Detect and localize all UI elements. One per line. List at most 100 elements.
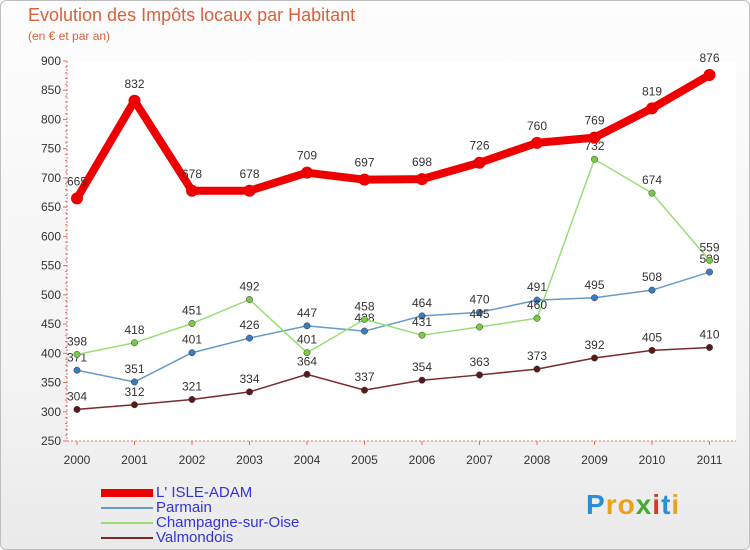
data-label: 354 — [412, 360, 432, 374]
data-point — [243, 184, 256, 197]
data-label: 401 — [182, 333, 202, 347]
logo-letter: i — [671, 489, 681, 520]
data-point — [416, 173, 428, 186]
data-label: 392 — [584, 338, 604, 352]
series-line — [76, 158, 711, 356]
y-tick-label: 600 — [41, 229, 61, 243]
data-point — [71, 192, 83, 205]
chart-title: Evolution des Impôts locaux par Habitant — [28, 5, 356, 25]
series-line — [73, 71, 714, 203]
data-label: 492 — [239, 280, 259, 294]
legend-label: L' ISLE-ADAM — [156, 484, 253, 501]
data-label: 337 — [354, 370, 374, 384]
x-tick-label: 2005 — [351, 453, 378, 467]
data-point — [73, 405, 81, 413]
y-tick-label: 650 — [41, 200, 61, 214]
data-point — [361, 386, 368, 394]
series-champagne-sur-oise: 398 418 451 492 401 458 431 445 460 732 674 559 — [67, 139, 720, 358]
legend-swatch — [101, 522, 153, 524]
x-tick-label: 2006 — [409, 453, 436, 467]
x-tick-label: 2000 — [64, 453, 91, 467]
data-point — [533, 296, 541, 304]
data-point — [703, 69, 716, 82]
data-label: 373 — [527, 349, 547, 363]
series-line — [76, 271, 711, 383]
data-label: 678 — [239, 167, 259, 181]
data-point — [246, 296, 253, 303]
data-label: 819 — [642, 84, 662, 98]
data-label: 769 — [584, 114, 604, 128]
data-label: 464 — [412, 296, 432, 310]
data-label: 363 — [469, 355, 489, 369]
data-label: 678 — [182, 167, 202, 181]
data-point — [186, 184, 198, 197]
data-point — [531, 136, 543, 149]
logo-letter: r — [605, 489, 618, 520]
data-point — [476, 308, 483, 316]
data-point — [418, 331, 426, 339]
data-label: 426 — [239, 318, 259, 332]
data-point — [476, 371, 483, 379]
data-label: 451 — [182, 303, 202, 317]
chart-subtitle: (en € et par an) — [28, 29, 111, 43]
data-label: 312 — [124, 385, 144, 399]
data-point — [591, 155, 598, 163]
data-label: 304 — [67, 389, 87, 403]
x-tick-label: 2002 — [179, 453, 206, 467]
y-tick-label: 500 — [41, 288, 61, 302]
data-label: 470 — [469, 292, 489, 306]
data-label: 709 — [297, 149, 317, 163]
data-point — [533, 314, 541, 322]
data-point — [418, 312, 426, 320]
y-tick-label: 300 — [41, 405, 61, 419]
data-label: 401 — [297, 333, 317, 347]
legend-swatch — [101, 507, 153, 509]
data-point — [648, 189, 656, 197]
data-label: 398 — [67, 334, 87, 348]
data-point — [131, 378, 138, 386]
y-tick-label: 800 — [41, 112, 61, 126]
legend-swatch — [101, 537, 153, 539]
data-label: 410 — [699, 327, 719, 341]
data-point — [591, 354, 598, 362]
data-label: 491 — [527, 280, 547, 294]
data-point — [303, 349, 311, 357]
data-point — [533, 365, 541, 373]
data-label: 674 — [642, 173, 662, 187]
x-tick-label: 2008 — [524, 453, 551, 467]
data-point — [706, 344, 713, 351]
data-point — [303, 322, 311, 330]
logo-letter: P — [586, 489, 606, 520]
data-label: 698 — [412, 155, 432, 169]
y-tick-label: 750 — [41, 142, 61, 156]
y-tick-label: 450 — [41, 317, 61, 331]
data-label: 431 — [412, 315, 432, 329]
x-tick-label: 2001 — [121, 453, 148, 467]
data-point — [646, 102, 658, 115]
data-point — [648, 346, 656, 354]
data-point — [591, 294, 598, 302]
data-point — [246, 388, 253, 396]
data-label: 334 — [239, 372, 259, 386]
proxiti-logo: Proxiti — [586, 489, 680, 521]
data-label: 418 — [124, 323, 144, 337]
data-point — [128, 94, 141, 107]
data-point — [706, 256, 713, 264]
data-point — [131, 401, 138, 409]
data-label: 726 — [469, 139, 489, 153]
series-line — [76, 346, 711, 411]
logo-letter: t — [661, 489, 672, 520]
y-tick-label: 700 — [41, 171, 61, 185]
x-tick-label: 2010 — [639, 453, 666, 467]
data-point — [648, 286, 656, 294]
data-point — [473, 156, 486, 169]
logo-letter: i — [652, 489, 662, 520]
data-point — [73, 351, 81, 358]
x-tick-label: 2003 — [236, 453, 263, 467]
legend-swatch — [101, 489, 153, 497]
data-point — [418, 376, 426, 384]
data-label: 364 — [297, 354, 317, 368]
data-label: 732 — [584, 139, 604, 153]
legend-label: Champagne-sur-Oise — [156, 514, 300, 531]
data-point — [361, 315, 368, 323]
